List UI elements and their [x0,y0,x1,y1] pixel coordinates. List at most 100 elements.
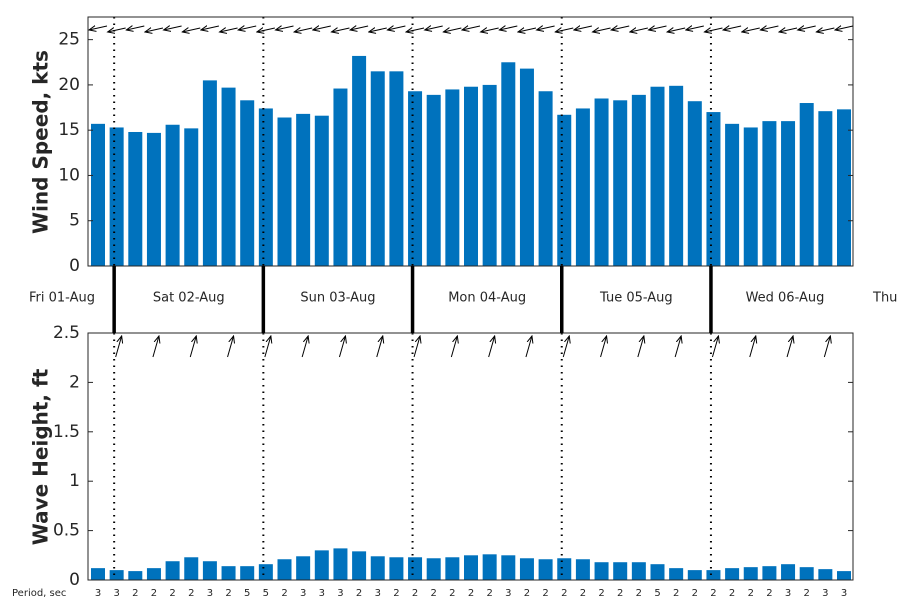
bar [333,88,348,266]
bar [557,558,572,580]
bar [818,111,833,267]
bar [687,101,702,266]
y-tick-label: 0.5 [53,521,80,541]
wind-arrow [406,28,425,32]
bar [482,84,497,266]
bar [575,559,590,580]
bar [389,557,404,580]
bar [426,558,441,580]
bar [799,103,814,266]
period-value: 2 [710,588,716,599]
wave-arrow [786,336,793,358]
bar [314,115,329,266]
wave-arrow [488,336,495,358]
wind-arrow [257,28,275,32]
wind-arrow [816,28,835,32]
bar [370,556,385,580]
wave-arrow [823,336,830,358]
wind-arrow [798,26,816,30]
bar [277,117,292,266]
wind-arrow [481,28,499,32]
wind-arrow [723,26,742,30]
period-value: 5 [654,588,660,599]
wave-arrow [376,336,383,358]
wave-arrow [189,336,196,358]
wind-arrow [238,26,257,30]
bar [445,557,460,580]
day-label: Sat 02-Aug [153,291,225,306]
day-label: Fri 01-Aug [29,291,95,306]
period-value: 2 [673,588,679,599]
period-value: 5 [244,588,250,599]
wind-arrow [89,26,108,30]
period-value: 3 [113,588,119,599]
period-value: 2 [542,588,548,599]
wave-arrow [338,336,345,358]
wave-arrow [413,336,420,358]
period-value: 2 [580,588,586,599]
bar [519,558,534,580]
wind-arrow [611,26,630,30]
period-value: 2 [449,588,455,599]
bar [538,559,553,580]
bar [445,89,460,266]
bar [519,68,534,267]
bar [128,131,143,266]
bar [314,550,329,580]
bar [464,86,478,266]
bar [221,87,236,266]
period-value: 2 [486,588,492,599]
bar [501,555,516,580]
bar [631,94,646,267]
bar [426,94,441,267]
bar [725,123,740,267]
bar [613,562,628,580]
plot-frame [87,332,854,581]
day-label: Wed 06-Aug [746,291,825,306]
period-value: 2 [169,588,175,599]
period-value: 2 [748,588,754,599]
period-value: 2 [766,588,772,599]
day-label: Tue 05-Aug [599,291,673,306]
bar [221,566,236,580]
period-value: 3 [207,588,213,599]
wind-arrow [220,28,238,32]
bar [258,108,273,266]
bar [594,562,609,580]
period-value: 3 [300,588,306,599]
bar [650,564,665,580]
wave-arrow [674,336,681,358]
period-value: 3 [375,588,381,599]
wind-arrow [742,28,760,32]
bar [184,128,199,266]
y-tick-label: 0 [69,256,80,276]
wind-arrow [425,26,443,30]
bar [669,85,684,266]
plot-frame [87,16,854,267]
period-value: 2 [393,588,399,599]
period-value: 2 [468,588,474,599]
bar [762,121,777,266]
wind-arrow [108,28,126,32]
wave-arrow [115,336,122,358]
bar [781,564,796,580]
bar [109,570,124,580]
wind-arrow [593,28,611,32]
bar [389,71,404,266]
bar [165,561,180,580]
wind-arrow [182,28,201,32]
wind-arrow [835,26,854,30]
bar [631,562,646,580]
bar [370,71,385,266]
bar [725,568,740,580]
wind-arrow [630,28,648,32]
y-tick-label: 0 [69,570,80,590]
period-value: 3 [95,588,101,599]
bar [202,80,217,266]
bar [91,123,105,267]
bar [240,566,255,580]
bar [408,91,423,266]
bar [408,557,423,580]
bar [613,100,628,266]
wind-arrow [350,26,369,30]
